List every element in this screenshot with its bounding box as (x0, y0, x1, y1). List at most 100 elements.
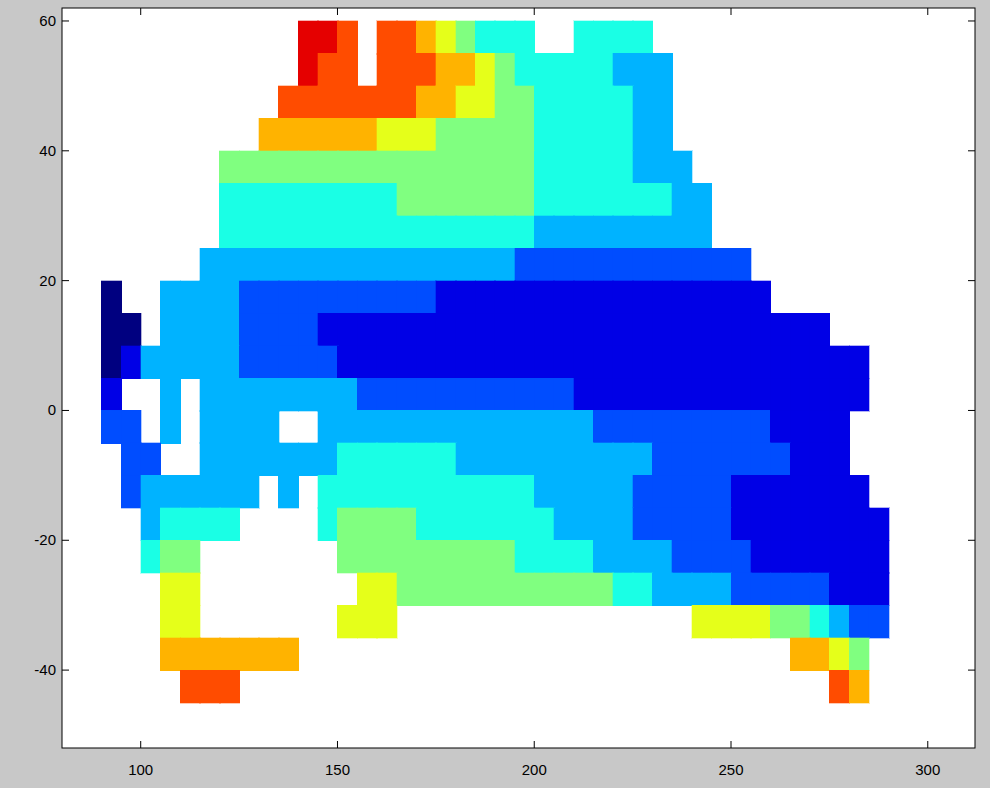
cell (239, 346, 259, 379)
cell (515, 378, 535, 411)
cell (397, 508, 417, 541)
y-tick (968, 670, 975, 671)
cell (436, 281, 456, 314)
cell (613, 281, 633, 314)
cell (574, 183, 594, 216)
cell (416, 475, 436, 508)
x-tick (731, 741, 732, 748)
cell (219, 475, 239, 508)
cell (534, 53, 554, 86)
cell (416, 151, 436, 184)
cell (357, 443, 377, 476)
cell (593, 118, 613, 151)
cell (593, 313, 613, 346)
cell (180, 670, 200, 703)
cell (377, 378, 397, 411)
cell (652, 53, 672, 86)
cell (574, 508, 594, 541)
cell (141, 508, 161, 541)
cell (160, 605, 180, 638)
cell (436, 508, 456, 541)
cell (770, 346, 790, 379)
cell (613, 378, 633, 411)
cell (456, 378, 476, 411)
cell (672, 346, 692, 379)
cell (318, 475, 338, 508)
cell (456, 216, 476, 249)
cell (869, 573, 889, 606)
cell (652, 573, 672, 606)
cell (613, 475, 633, 508)
cell (456, 21, 476, 54)
cell (239, 183, 259, 216)
cell (692, 540, 712, 573)
cell (475, 118, 495, 151)
cell (574, 573, 594, 606)
cell (219, 508, 239, 541)
cell (337, 183, 357, 216)
cell (239, 151, 259, 184)
cell (219, 183, 239, 216)
cell (337, 216, 357, 249)
cell (633, 313, 653, 346)
cell (180, 281, 200, 314)
cell (357, 281, 377, 314)
cell (869, 605, 889, 638)
cell (731, 281, 751, 314)
cell (495, 410, 515, 443)
cell (711, 346, 731, 379)
cell (377, 183, 397, 216)
cell (180, 475, 200, 508)
cell (318, 443, 338, 476)
cell (633, 118, 653, 151)
cell (180, 638, 200, 671)
cell (436, 151, 456, 184)
cell (652, 151, 672, 184)
cell (318, 21, 338, 54)
cell (515, 443, 535, 476)
cell (751, 475, 771, 508)
cell (495, 248, 515, 281)
cell (692, 216, 712, 249)
cell (318, 216, 338, 249)
cell (397, 118, 417, 151)
cell (672, 475, 692, 508)
cell (121, 410, 141, 443)
cell (416, 443, 436, 476)
cell (337, 410, 357, 443)
cell (121, 346, 141, 379)
cell (711, 573, 731, 606)
cell (239, 410, 259, 443)
cell (436, 443, 456, 476)
cell (337, 443, 357, 476)
cell (534, 248, 554, 281)
cell (495, 118, 515, 151)
cell (377, 346, 397, 379)
cell (298, 118, 318, 151)
cell (377, 475, 397, 508)
cell (495, 216, 515, 249)
cell (278, 313, 298, 346)
cell (278, 443, 298, 476)
y-tick-label: -40 (34, 661, 56, 678)
cell (554, 86, 574, 119)
cell (554, 183, 574, 216)
cell (534, 573, 554, 606)
cell (534, 443, 554, 476)
cell (377, 313, 397, 346)
cell (377, 86, 397, 119)
cell (829, 443, 849, 476)
cell (456, 346, 476, 379)
y-tick (62, 20, 69, 21)
cell (672, 281, 692, 314)
cell (337, 248, 357, 281)
cell (278, 378, 298, 411)
cell (574, 248, 594, 281)
cell (613, 573, 633, 606)
cell (613, 346, 633, 379)
cell (849, 670, 869, 703)
cell (515, 21, 535, 54)
cell (574, 216, 594, 249)
cell (849, 378, 869, 411)
cell (593, 86, 613, 119)
